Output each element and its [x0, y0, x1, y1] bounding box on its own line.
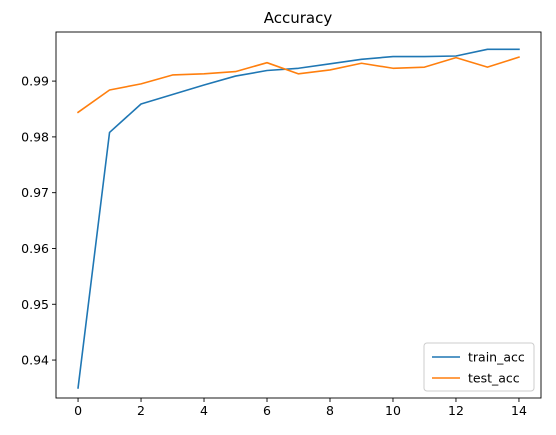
- legend-label-test-acc: test_acc: [468, 371, 520, 386]
- plot-frame: [55, 31, 542, 399]
- y-tick-label: 0.98: [21, 129, 49, 144]
- x-tick-label: 8: [326, 403, 334, 418]
- y-tick-label: 0.97: [21, 185, 49, 200]
- x-tick-label: 4: [200, 403, 208, 418]
- series-line-test-acc: [76, 56, 520, 114]
- series-layer: [76, 48, 520, 389]
- legend: train_acc test_acc: [423, 342, 535, 392]
- x-tick-label: 0: [74, 403, 82, 418]
- x-tick-label: 6: [263, 403, 271, 418]
- x-tick-label: 12: [448, 403, 464, 418]
- x-tick-label: 14: [511, 403, 527, 418]
- legend-box: [423, 342, 535, 392]
- y-tick-label: 0.95: [21, 297, 49, 312]
- y-tick-label: 0.96: [21, 241, 49, 256]
- legend-label-train-acc: train_acc: [468, 350, 525, 365]
- y-tick-label: 0.99: [21, 74, 49, 89]
- chart-title: Accuracy: [264, 9, 333, 27]
- series-line-train-acc: [77, 48, 520, 389]
- x-tick-label: 2: [137, 403, 145, 418]
- y-tick-label: 0.94: [21, 353, 49, 368]
- axis-layer: 0 2 4 6 8 10 12 14 0.94 0.95 0.96 0.97 0.98 0.99: [21, 31, 542, 418]
- x-tick-label: 10: [385, 403, 401, 418]
